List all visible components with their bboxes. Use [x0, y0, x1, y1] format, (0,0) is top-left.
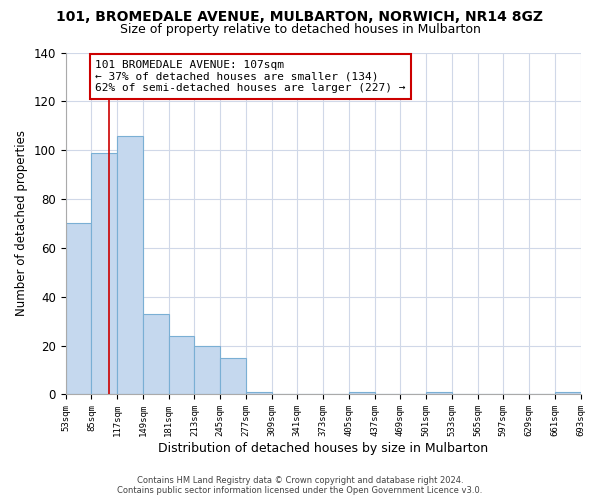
Bar [194, 346, 220, 395]
Bar [117, 136, 143, 394]
Bar [143, 314, 169, 394]
Y-axis label: Number of detached properties: Number of detached properties [15, 130, 28, 316]
Bar [169, 336, 194, 394]
Text: 101 BROMEDALE AVENUE: 107sqm
← 37% of detached houses are smaller (134)
62% of s: 101 BROMEDALE AVENUE: 107sqm ← 37% of de… [95, 60, 406, 93]
Text: Contains HM Land Registry data © Crown copyright and database right 2024.
Contai: Contains HM Land Registry data © Crown c… [118, 476, 482, 495]
Text: 101, BROMEDALE AVENUE, MULBARTON, NORWICH, NR14 8GZ: 101, BROMEDALE AVENUE, MULBARTON, NORWIC… [56, 10, 544, 24]
Text: Size of property relative to detached houses in Mulbarton: Size of property relative to detached ho… [119, 22, 481, 36]
Bar [91, 152, 117, 394]
Bar [555, 392, 581, 394]
X-axis label: Distribution of detached houses by size in Mulbarton: Distribution of detached houses by size … [158, 442, 488, 455]
Bar [65, 224, 91, 394]
Bar [220, 358, 246, 395]
Bar [349, 392, 374, 394]
Bar [426, 392, 452, 394]
Bar [246, 392, 272, 394]
